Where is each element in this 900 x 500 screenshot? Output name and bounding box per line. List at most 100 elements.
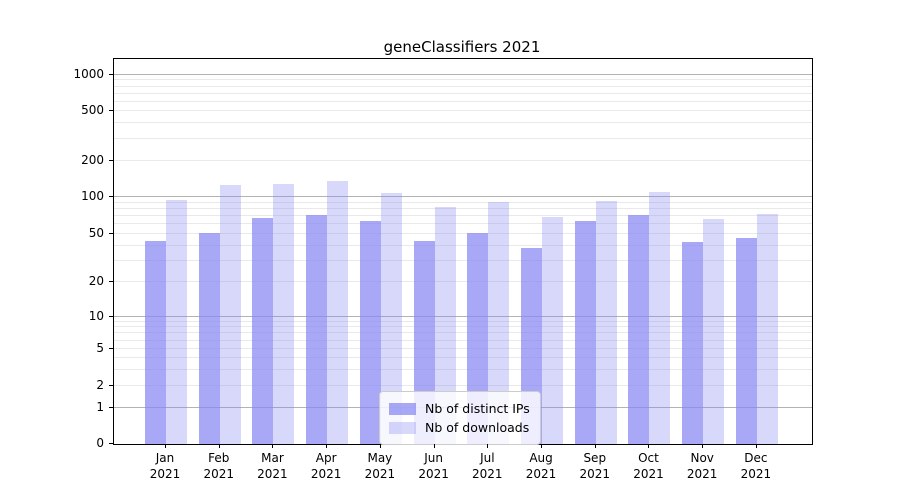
legend: Nb of distinct IPs Nb of downloads bbox=[379, 391, 541, 445]
y-tick-mark-50 bbox=[109, 233, 113, 234]
y-tick-mark-5 bbox=[109, 348, 113, 349]
gridline-minor-30 bbox=[114, 259, 812, 261]
x-tick-mark-apr bbox=[326, 444, 328, 448]
y-tick-label-100: 100 bbox=[81, 189, 104, 203]
x-tick-label-nov: Nov 2021 bbox=[686, 451, 718, 481]
legend-swatch-downloads bbox=[389, 421, 416, 434]
x-tick-label-jul: Jul 2021 bbox=[472, 451, 503, 481]
bar-nov-distinct-ips bbox=[682, 241, 704, 444]
y-tick-label-2: 2 bbox=[96, 378, 104, 392]
y-tick-label-500: 500 bbox=[81, 103, 104, 117]
gridline-major-1000 bbox=[114, 74, 812, 75]
x-tick-mark-oct bbox=[648, 444, 650, 448]
y-tick-mark-10 bbox=[109, 316, 113, 317]
bar-aug-downloads bbox=[542, 216, 564, 444]
y-tick-label-1000: 1000 bbox=[73, 67, 104, 81]
gridline-minor-200 bbox=[114, 160, 812, 161]
x-tick-mark-nov bbox=[702, 444, 704, 448]
x-tick-label-oct: Oct 2021 bbox=[633, 451, 664, 481]
gridline-minor-60 bbox=[114, 223, 812, 225]
gridline-minor-4 bbox=[114, 357, 812, 359]
y-tick-mark-100 bbox=[109, 196, 113, 197]
legend-swatch-distinct-ips bbox=[389, 402, 416, 415]
plot-area: Nb of distinct IPs Nb of downloads bbox=[113, 58, 813, 445]
legend-item-downloads: Nb of downloads bbox=[389, 418, 530, 437]
gridline-minor-8 bbox=[114, 326, 812, 328]
x-tick-label-jan: Jan 2021 bbox=[149, 451, 181, 481]
gridline-minor-20 bbox=[114, 281, 812, 282]
bar-jan-downloads bbox=[166, 199, 187, 444]
y-tick-mark-1000 bbox=[109, 74, 113, 75]
legend-label-downloads: Nb of downloads bbox=[425, 420, 530, 435]
chart-title: geneClassifiers 2021 bbox=[383, 38, 541, 56]
legend-item-distinct-ips: Nb of distinct IPs bbox=[389, 399, 530, 418]
y-tick-label-10: 10 bbox=[88, 309, 104, 323]
x-tick-mark-aug bbox=[541, 444, 543, 448]
gridline-minor-800 bbox=[114, 85, 812, 87]
gridline-minor-5 bbox=[114, 348, 812, 349]
bar-jul-downloads bbox=[488, 201, 510, 444]
bar-jun-downloads bbox=[434, 206, 456, 444]
y-tick-mark-500 bbox=[109, 110, 113, 111]
y-tick-mark-2 bbox=[109, 385, 113, 386]
bar-jan-distinct-ips bbox=[145, 240, 166, 444]
gridline-minor-900 bbox=[114, 79, 812, 81]
bar-mar-distinct-ips bbox=[252, 217, 274, 444]
gridline-minor-40 bbox=[114, 244, 812, 246]
y-tick-mark-200 bbox=[109, 160, 113, 161]
y-tick-label-1: 1 bbox=[96, 400, 104, 414]
x-tick-label-mar: Mar 2021 bbox=[257, 451, 288, 481]
gridline-minor-6 bbox=[114, 339, 812, 341]
x-tick-label-may: May 2021 bbox=[364, 451, 396, 481]
x-tick-label-aug: Aug 2021 bbox=[525, 451, 557, 481]
bar-feb-distinct-ips bbox=[198, 232, 220, 444]
x-tick-mark-sep bbox=[594, 444, 596, 448]
x-tick-mark-dec bbox=[755, 444, 757, 448]
y-tick-mark-1 bbox=[109, 407, 113, 408]
bar-dec-downloads bbox=[756, 213, 778, 444]
bar-apr-downloads bbox=[327, 181, 349, 444]
y-tick-label-5: 5 bbox=[96, 341, 104, 355]
gridline-minor-500 bbox=[114, 110, 812, 111]
x-tick-mark-jun bbox=[433, 444, 435, 448]
y-tick-label-20: 20 bbox=[88, 274, 104, 288]
gridline-major-100 bbox=[114, 196, 812, 197]
x-tick-mark-feb bbox=[218, 444, 220, 448]
x-tick-mark-jul bbox=[487, 444, 489, 448]
gridline-minor-70 bbox=[114, 215, 812, 217]
bar-mar-downloads bbox=[273, 184, 295, 444]
gridline-major-10 bbox=[114, 316, 812, 317]
x-tick-mark-jan bbox=[165, 444, 166, 448]
x-tick-mark-may bbox=[379, 444, 381, 448]
gridline-minor-50 bbox=[114, 233, 812, 234]
bar-nov-downloads bbox=[703, 219, 725, 444]
bar-may-downloads bbox=[380, 192, 402, 444]
y-tick-label-200: 200 bbox=[81, 153, 104, 167]
y-tick-label-50: 50 bbox=[88, 226, 104, 240]
gridline-minor-700 bbox=[114, 92, 812, 94]
gridline-minor-7 bbox=[114, 332, 812, 334]
bar-sep-distinct-ips bbox=[574, 220, 596, 444]
bar-feb-downloads bbox=[219, 185, 241, 444]
x-tick-label-dec: Dec 2021 bbox=[740, 451, 772, 481]
y-tick-label-0: 0 bbox=[96, 436, 104, 450]
gridline-minor-9 bbox=[114, 320, 812, 322]
gridline-minor-90 bbox=[114, 201, 812, 203]
bar-sep-downloads bbox=[595, 200, 617, 444]
legend-label-distinct-ips: Nb of distinct IPs bbox=[425, 401, 530, 416]
bar-apr-distinct-ips bbox=[306, 214, 328, 444]
x-tick-label-jun: Jun 2021 bbox=[418, 451, 449, 481]
gridline-minor-600 bbox=[114, 100, 812, 102]
gridline-minor-300 bbox=[114, 137, 812, 139]
gridline-minor-80 bbox=[114, 207, 812, 209]
bar-dec-distinct-ips bbox=[735, 238, 757, 444]
x-tick-label-apr: Apr 2021 bbox=[310, 451, 342, 481]
y-tick-mark-0 bbox=[109, 443, 113, 444]
gridline-minor-3 bbox=[114, 368, 812, 370]
gridline-minor-2 bbox=[114, 385, 812, 386]
gridline-minor-400 bbox=[114, 122, 812, 124]
x-tick-label-feb: Feb 2021 bbox=[203, 451, 234, 481]
x-tick-mark-mar bbox=[272, 444, 274, 448]
x-tick-label-sep: Sep 2021 bbox=[579, 451, 611, 481]
